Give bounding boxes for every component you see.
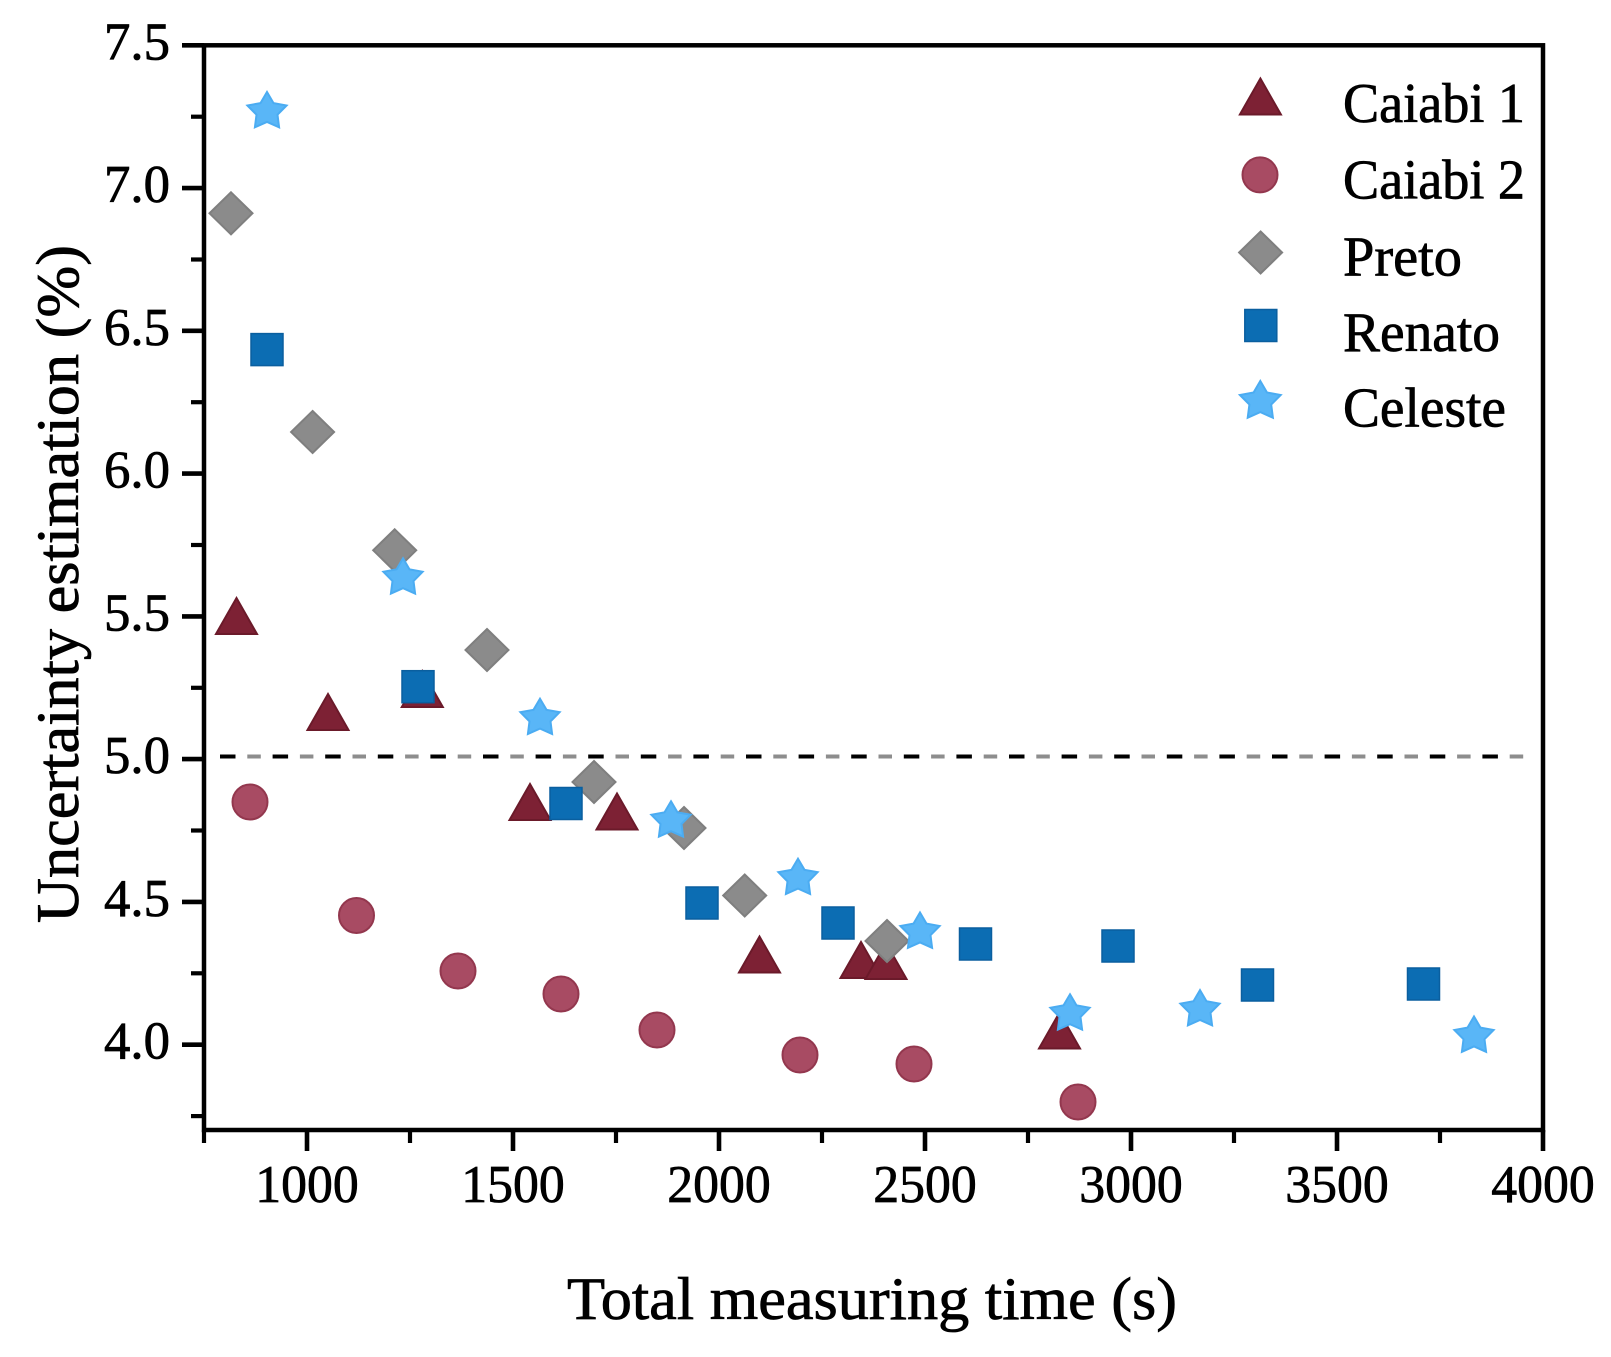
svg-text:3500: 3500 (1285, 1156, 1389, 1214)
svg-text:Total measuring time (s): Total measuring time (s) (567, 1266, 1177, 1332)
svg-text:3000: 3000 (1079, 1156, 1183, 1214)
svg-text:7.5: 7.5 (104, 13, 170, 71)
svg-text:Caiabi 2: Caiabi 2 (1343, 150, 1525, 212)
svg-text:4.5: 4.5 (104, 870, 170, 928)
svg-text:5.0: 5.0 (104, 727, 170, 785)
svg-text:Celeste: Celeste (1343, 378, 1506, 440)
svg-text:1000: 1000 (255, 1156, 359, 1214)
svg-text:Caiabi 1: Caiabi 1 (1343, 73, 1525, 135)
svg-text:2000: 2000 (667, 1156, 771, 1214)
svg-text:5.5: 5.5 (104, 584, 170, 642)
svg-text:2500: 2500 (873, 1156, 977, 1214)
svg-text:6.0: 6.0 (104, 442, 170, 500)
svg-text:Uncertainty estimation (%): Uncertainty estimation (%) (25, 245, 91, 923)
svg-text:4000: 4000 (1491, 1156, 1595, 1214)
svg-text:4.0: 4.0 (104, 1013, 170, 1071)
svg-text:7.0: 7.0 (104, 156, 170, 214)
svg-text:6.5: 6.5 (104, 299, 170, 357)
svg-text:Renato: Renato (1343, 302, 1500, 364)
svg-text:Preto: Preto (1343, 227, 1462, 289)
svg-text:1500: 1500 (461, 1156, 565, 1214)
